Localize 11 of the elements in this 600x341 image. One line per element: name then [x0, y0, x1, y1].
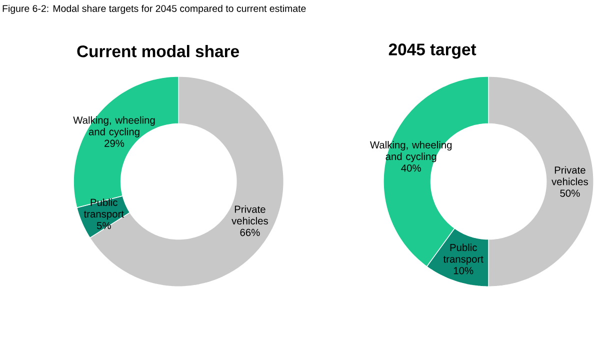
chart-title: 2045 target	[388, 43, 476, 59]
data-label: 66%	[240, 228, 260, 236]
slice-label: Public transport	[443, 244, 484, 265]
data-label: 40%	[401, 164, 421, 172]
slice-label: Private vehicles	[232, 205, 268, 224]
data-label: 50%	[560, 190, 580, 197]
caption: Figure 6-2: Modal share targets for 2045 compared to current estimate	[2, 4, 306, 14]
data-label: 29%	[104, 140, 124, 147]
slice-label: Private vehicles	[552, 166, 588, 186]
chart-title: Current modal share	[77, 44, 239, 58]
data-label: 10%	[454, 266, 474, 274]
